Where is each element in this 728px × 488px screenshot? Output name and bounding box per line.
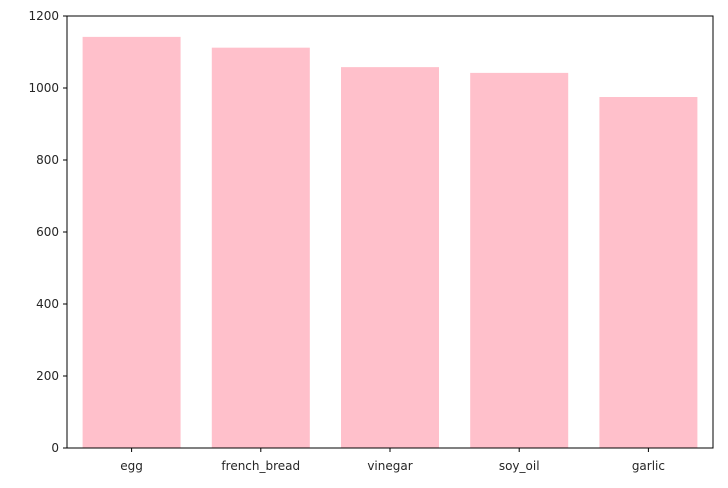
y-tick-label: 800	[36, 153, 59, 167]
x-tick-label: garlic	[632, 459, 665, 473]
bar-garlic	[599, 97, 698, 448]
y-tick-label: 400	[36, 297, 59, 311]
bar-soy_oil	[470, 72, 569, 448]
y-axis: 0 200 400 600 800 1000 1200	[28, 9, 67, 455]
y-tick-label: 0	[51, 441, 59, 455]
y-tick-label: 1200	[28, 9, 59, 23]
bars-group	[82, 36, 698, 449]
y-tick-label: 1000	[28, 81, 59, 95]
bar-french_bread	[211, 47, 310, 449]
y-tick-label: 600	[36, 225, 59, 239]
plot-frame	[66, 15, 714, 449]
x-axis: egg french_bread vinegar soy_oil garlic	[120, 448, 665, 473]
y-tick-label: 200	[36, 369, 59, 383]
x-tick-label: vinegar	[367, 459, 412, 473]
bar-vinegar	[341, 67, 439, 449]
x-tick-label: soy_oil	[499, 459, 540, 473]
bar-egg	[82, 36, 181, 448]
x-tick-label: egg	[120, 459, 143, 473]
x-tick-label: french_bread	[221, 459, 300, 473]
